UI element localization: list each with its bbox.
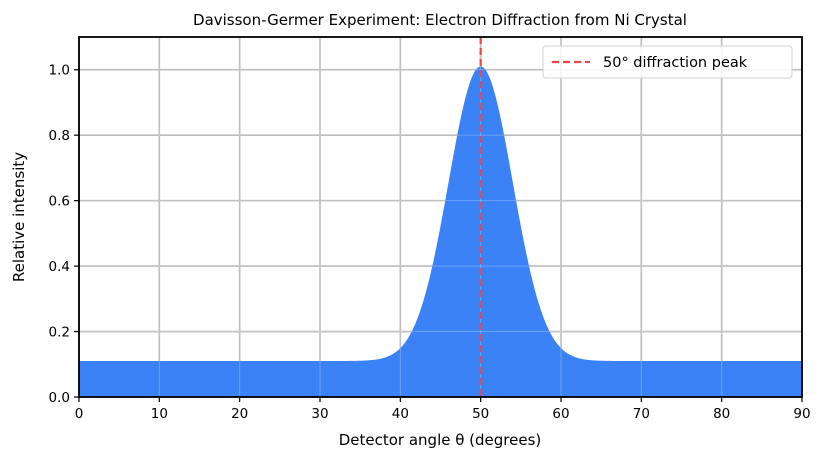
x-tick-label: 0	[75, 406, 84, 422]
chart-title: Davisson-Germer Experiment: Electron Dif…	[193, 11, 687, 29]
y-tick-label: 0.6	[49, 194, 70, 210]
intensity-area	[79, 66, 802, 397]
legend-label: 50° diffraction peak	[603, 55, 748, 71]
x-tick-label: 80	[713, 406, 730, 422]
y-axis-label: Relative intensity	[10, 152, 28, 282]
x-axis-ticks: 0 10 20 30 40 50 60 70 80 90	[75, 397, 811, 422]
y-tick-label: 0.2	[49, 325, 70, 341]
x-tick-label: 50	[472, 406, 489, 422]
y-axis-ticks: 0.0 0.2 0.4 0.6 0.8 1.0	[49, 63, 79, 406]
x-tick-label: 70	[633, 406, 650, 422]
y-tick-label: 1.0	[49, 63, 70, 79]
x-axis-label: Detector angle θ (degrees)	[339, 431, 542, 449]
x-tick-label: 60	[552, 406, 569, 422]
x-tick-label: 10	[151, 406, 168, 422]
x-tick-label: 30	[311, 406, 328, 422]
y-tick-label: 0.0	[49, 390, 70, 406]
legend: 50° diffraction peak	[542, 45, 793, 79]
x-tick-label: 20	[231, 406, 248, 422]
x-tick-label: 90	[793, 406, 810, 422]
axes-frame	[78, 36, 803, 398]
y-tick-label: 0.4	[49, 259, 70, 275]
y-tick-label: 0.8	[49, 128, 70, 144]
legend-box	[542, 45, 793, 79]
x-tick-label: 40	[392, 406, 409, 422]
